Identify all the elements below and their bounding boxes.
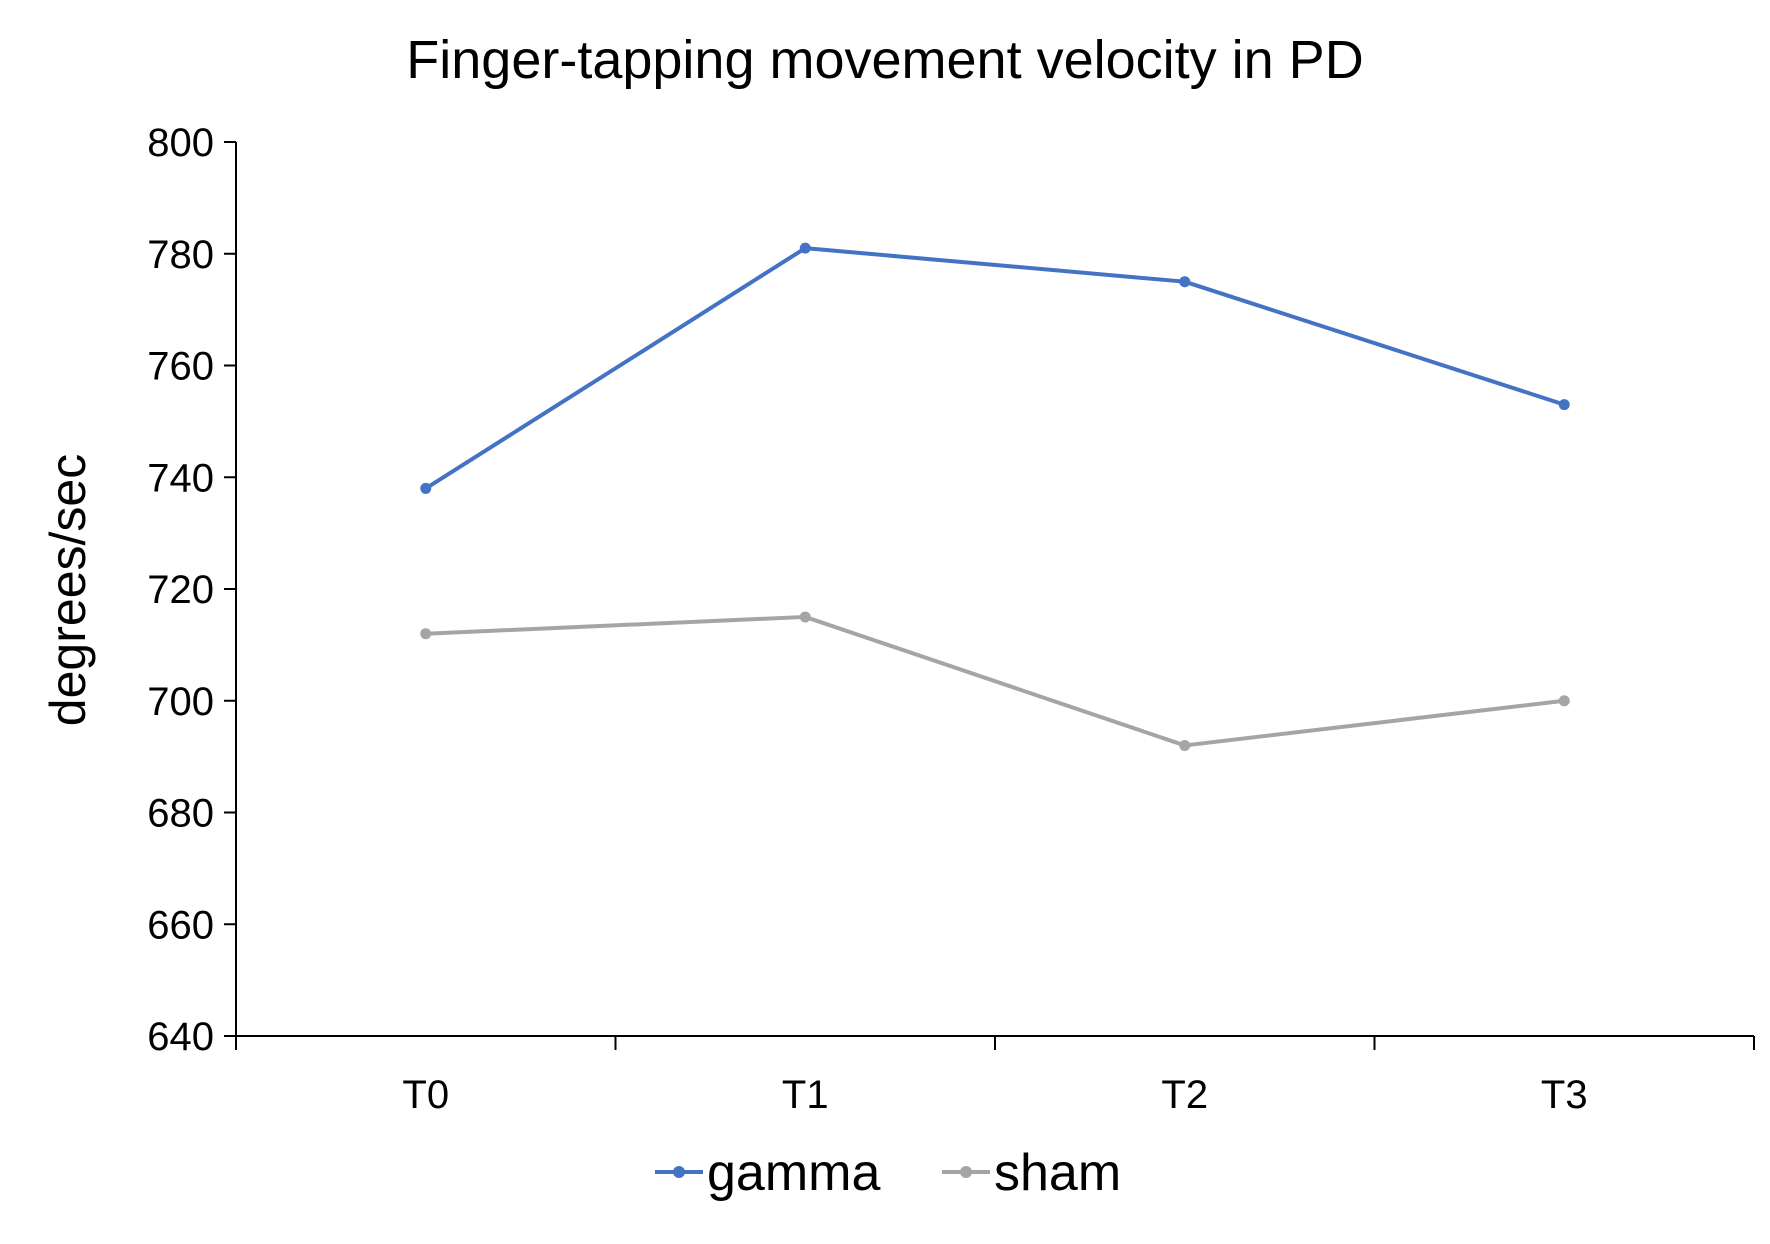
series-line-gamma xyxy=(424,246,1565,491)
legend: gamma sham xyxy=(655,1144,1121,1202)
legend-label: gamma xyxy=(707,1144,880,1202)
y-tick-label: 740 xyxy=(147,456,214,500)
data-point-gamma xyxy=(420,482,432,494)
y-tick-label: 780 xyxy=(147,233,214,277)
x-axis-ticks: T0 T1 T2 T3 xyxy=(235,1036,1755,1117)
y-tick-label: 800 xyxy=(147,121,214,165)
series-line-sham xyxy=(425,614,1565,748)
y-axis-ticks: 640 660 680 700 720 740 760 780 800 xyxy=(147,121,236,1059)
y-tick-label: 700 xyxy=(147,680,214,724)
data-point-gamma xyxy=(1179,276,1191,288)
y-tick-label: 660 xyxy=(147,903,214,947)
y-tick-label: 760 xyxy=(147,345,214,389)
data-point-sham xyxy=(1179,739,1191,751)
legend-label: sham xyxy=(994,1144,1121,1202)
x-tick-label: T2 xyxy=(1161,1073,1208,1117)
data-point-sham xyxy=(1558,695,1570,707)
series-sham xyxy=(420,611,1570,751)
y-tick-label: 680 xyxy=(147,792,214,836)
chart-title: Finger-tapping movement velocity in PD xyxy=(406,30,1363,90)
data-point-sham xyxy=(799,611,811,623)
legend-swatch-marker xyxy=(673,1166,685,1178)
x-tick-label: T3 xyxy=(1541,1073,1588,1117)
series-gamma xyxy=(420,242,1570,494)
y-tick-label: 720 xyxy=(147,568,214,612)
y-axis-label: degrees/sec xyxy=(40,454,96,726)
legend-item-gamma: gamma xyxy=(655,1144,880,1202)
data-point-gamma xyxy=(1558,399,1570,411)
x-tick-label: T1 xyxy=(782,1073,829,1117)
y-tick-label: 640 xyxy=(147,1015,214,1059)
data-point-gamma xyxy=(799,242,811,254)
x-tick-label: T0 xyxy=(402,1073,449,1117)
legend-item-sham: sham xyxy=(942,1144,1121,1202)
series-layer xyxy=(420,242,1570,751)
data-point-sham xyxy=(420,628,432,640)
legend-swatch-marker xyxy=(960,1166,972,1178)
